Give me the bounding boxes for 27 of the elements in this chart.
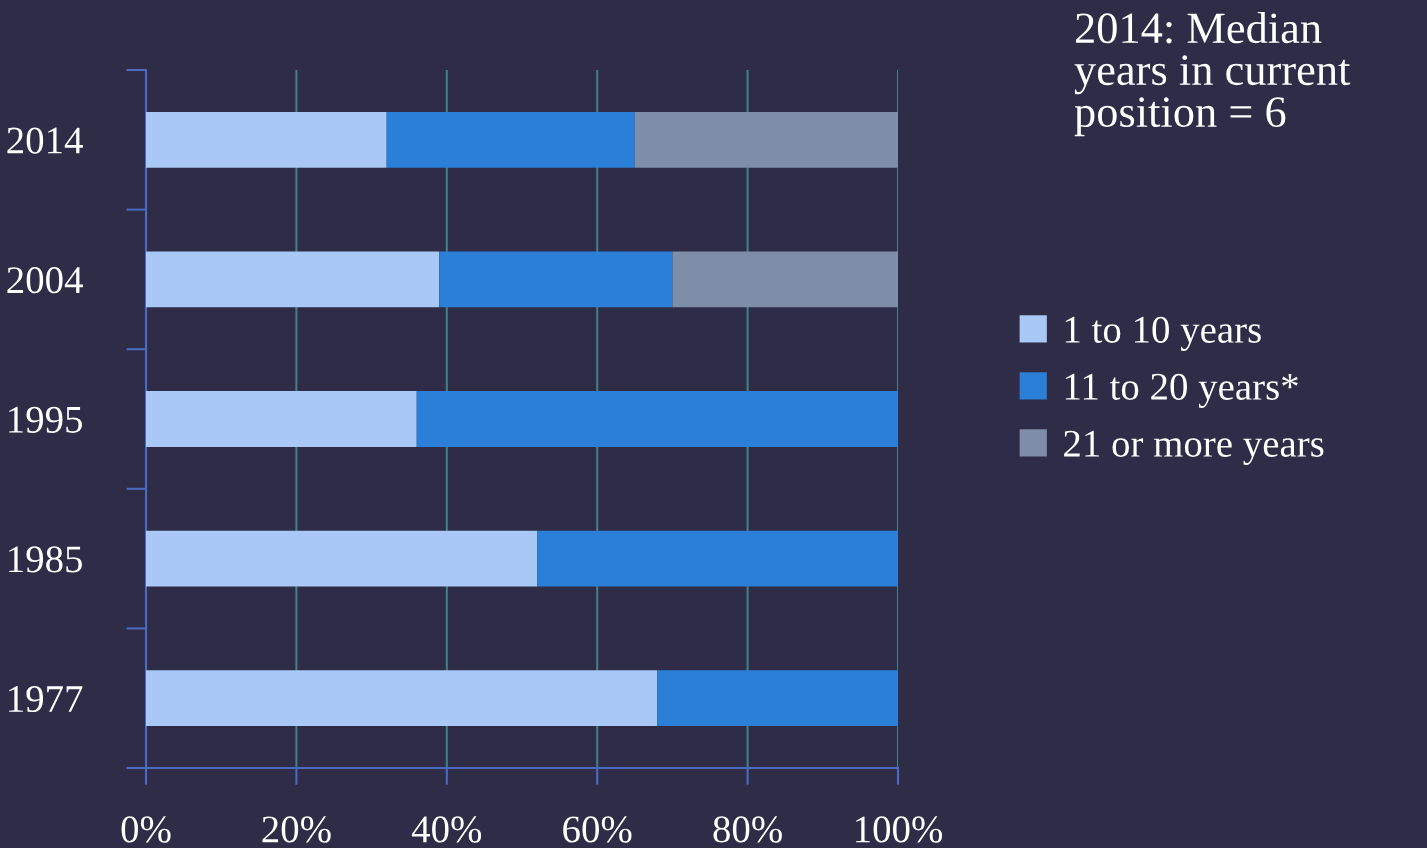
bar: [537, 530, 898, 587]
text: 2014: Median years in current position = 6: [1074, 12, 1351, 137]
x-tick-label: 100%: [856, 816, 943, 843]
bar: [146, 251, 440, 308]
x-tick-label: 20%: [262, 816, 331, 843]
y-tick-label: 2014: [7, 127, 83, 154]
bar: [146, 111, 387, 168]
bar: [634, 111, 898, 168]
legend-label: 21 or more years: [1064, 430, 1324, 465]
bar: [386, 111, 635, 168]
x-tick-label: 60%: [563, 816, 632, 843]
bar: [146, 530, 538, 587]
y-tick-label: 1995: [9, 406, 82, 433]
y-tick-label: 1985: [9, 546, 82, 573]
x-tick-label: 80%: [713, 816, 782, 843]
y-tick-label: 2004: [7, 267, 83, 294]
bar: [416, 391, 898, 447]
bar: [146, 391, 417, 447]
legend-label: 1 to 10 years: [1065, 316, 1261, 351]
bar: [672, 251, 898, 308]
y-tick-label: 1977: [9, 685, 83, 713]
legend-label: 11 to 20 years*: [1065, 373, 1298, 408]
x-tick-label: 40%: [411, 816, 482, 843]
bar: [657, 670, 898, 727]
bar: [439, 251, 673, 308]
x-tick-label: 0%: [121, 816, 171, 843]
bar: [146, 670, 658, 727]
